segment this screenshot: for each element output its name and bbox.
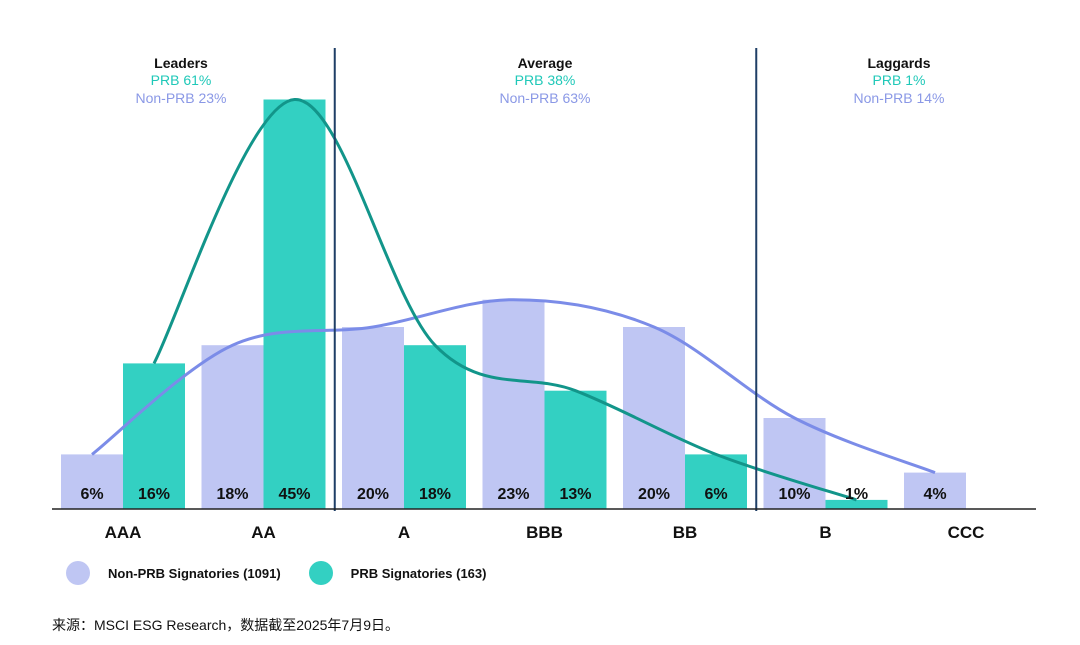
- bar-non-prb-aa: [201, 345, 264, 509]
- category-label-bb: BB: [673, 523, 698, 542]
- group-prb-share-laggards: PRB 1%: [873, 72, 926, 88]
- bar-non-prb-a: [342, 327, 404, 509]
- bar-prb-b: [825, 499, 888, 509]
- category-label-a: A: [398, 523, 410, 542]
- bar-non-prb-aaa: [61, 454, 123, 509]
- value-label-prb-bb: 6%: [704, 486, 727, 503]
- legend-label-non-prb: Non-PRB Signatories (1091): [108, 565, 281, 581]
- rating-distribution-chart: 6% 16% 18% 45% 20% 18% 23% 13% 20% 6% 10% 1% 4% AAA A…: [52, 48, 1036, 542]
- value-label-prb-a: 18%: [419, 486, 451, 503]
- legend-item-prb: PRB Signatories (163): [308, 561, 487, 585]
- value-label-non-prb-aa: 18%: [216, 486, 248, 503]
- legend-item-non-prb: Non-PRB Signatories (1091): [66, 561, 281, 585]
- value-label-non-prb-aaa: 6%: [80, 486, 103, 503]
- trend-curve-prb: [152, 97, 857, 502]
- bars-layer: [61, 99, 966, 509]
- value-label-non-prb-bbb: 23%: [497, 486, 529, 503]
- bar-non-prb-ccc: [904, 472, 966, 509]
- value-labels-layer: 6% 16% 18% 45% 20% 18% 23% 13% 20% 6% 10% 1% 4%: [80, 486, 946, 503]
- legend-swatch-prb: [308, 561, 333, 585]
- category-label-ccc: CCC: [948, 523, 985, 542]
- category-labels-layer: AAA AA A BBB BB B CCC: [105, 523, 985, 542]
- trend-curve-non-prb: [91, 298, 936, 474]
- bar-prb-aa: [263, 99, 326, 509]
- category-label-b: B: [819, 523, 831, 542]
- value-label-non-prb-a: 20%: [357, 486, 389, 503]
- legend-label-prb: PRB Signatories (163): [350, 565, 487, 581]
- group-non-prb-share-laggards: Non-PRB 14%: [853, 90, 944, 106]
- bar-non-prb-bbb: [482, 299, 545, 509]
- curves-layer: [91, 97, 936, 502]
- value-label-prb-aaa: 16%: [138, 486, 170, 503]
- group-title-leaders: Leaders: [154, 55, 208, 71]
- dividers-layer: [333, 48, 758, 511]
- group-prb-share-leaders: PRB 61%: [151, 72, 212, 88]
- value-label-prb-bbb: 13%: [559, 486, 591, 503]
- group-prb-share-average: PRB 38%: [515, 72, 576, 88]
- value-label-prb-aa: 45%: [278, 486, 310, 503]
- category-label-aa: AA: [251, 523, 276, 542]
- legend-swatch-non-prb: [66, 561, 90, 585]
- bar-non-prb-b: [763, 418, 826, 509]
- value-label-non-prb-ccc: 4%: [923, 486, 946, 503]
- value-label-non-prb-b: 10%: [778, 486, 810, 503]
- value-label-prb-b: 1%: [845, 486, 868, 503]
- legend: Non-PRB Signatories (1091) PRB Signatori…: [66, 561, 514, 585]
- bar-prb-aaa: [123, 363, 185, 509]
- category-label-aaa: AAA: [105, 523, 142, 542]
- bar-prb-bbb: [544, 390, 607, 509]
- value-label-non-prb-bb: 20%: [638, 486, 670, 503]
- category-label-bbb: BBB: [526, 523, 563, 542]
- group-non-prb-share-average: Non-PRB 63%: [499, 90, 590, 106]
- group-title-laggards: Laggards: [867, 55, 930, 71]
- bar-prb-a: [404, 345, 466, 509]
- group-title-average: Average: [518, 55, 573, 71]
- bar-non-prb-bb: [623, 327, 685, 509]
- source-note: 来源：MSCI ESG Research，数据截至2025年7月9日。: [52, 617, 399, 633]
- group-non-prb-share-leaders: Non-PRB 23%: [135, 90, 226, 106]
